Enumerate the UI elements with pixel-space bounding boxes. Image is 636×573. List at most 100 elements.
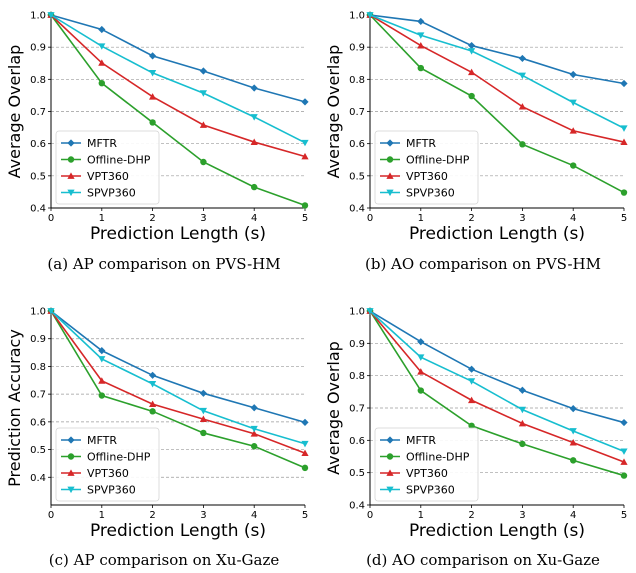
y-tick-label: 0.4 [349,204,365,215]
data-point [149,52,157,60]
legend-label: MFTR [87,137,117,150]
data-point [468,92,475,100]
data-point [250,425,258,433]
series-line-vpt360 [369,310,625,463]
data-point [301,139,309,147]
y-tick-label: 0.5 [349,468,365,479]
y-tick-label: 1.0 [349,11,365,22]
legend-marker [386,436,394,444]
y-tick-label: 0.5 [30,445,46,456]
data-point [47,12,55,19]
data-point [417,41,425,49]
data-point [98,356,106,363]
legend-marker [67,189,75,197]
data-point [417,17,425,26]
y-tick-label: 0.7 [349,404,365,415]
data-point [518,72,526,80]
data-point [301,98,309,106]
data-point [98,79,106,87]
y-tick-label: 0.7 [30,390,46,401]
y-tick-label: 0.5 [30,171,46,182]
data-point [468,422,475,429]
y-tick-label: 0.9 [349,43,365,54]
data-point [301,464,309,472]
data-point [149,381,157,388]
data-point [417,64,424,72]
y-tick-label: 0.4 [30,473,46,484]
x-tick-label: 1 [418,510,424,521]
data-point [250,114,258,121]
legend-marker [67,172,75,179]
x-tick-label: 4 [570,213,576,224]
y-tick-label: 1.0 [349,307,365,318]
data-point [301,152,309,160]
data-point [98,43,106,50]
legend-marker [67,436,75,444]
subfigure-caption: (c) AP comparison on Xu-Gaze [49,551,280,569]
y-tick-label: 0.6 [30,139,46,150]
x-tick-label: 4 [251,510,257,521]
x-tick-label: 5 [302,510,308,521]
y-tick-label: 0.9 [349,339,365,350]
y-axis-label: Average Overlap [324,341,343,475]
data-point [519,141,526,148]
x-tick-label: 2 [149,213,155,224]
chart-panel-2: 0.4 0.5 0.6 0.7 0.8 0.9 1.0 0 1 2 3 4 5 Prediction Le… [324,11,628,273]
series-line-offline-dhp [369,14,625,194]
legend-marker [386,486,394,494]
x-tick-label: 5 [621,213,627,224]
x-tick-label: 4 [251,213,257,224]
y-tick-label: 0.8 [30,75,46,86]
data-point [620,458,628,465]
data-point [366,308,374,315]
data-point [569,70,577,79]
legend-label: VPT360 [87,170,129,183]
legend-label: MFTR [406,137,436,150]
data-point [199,121,207,128]
x-tick-label: 0 [367,510,373,521]
legend-marker [67,139,75,147]
data-point [149,119,156,126]
data-point [620,138,628,145]
chart-panel-4: 0.4 0.5 0.6 0.7 0.8 0.9 1.0 0 1 2 3 4 5 Prediction Le… [324,307,628,569]
series-line-spvp360 [50,14,306,144]
series-line-spvp360 [369,14,625,129]
data-point [199,90,207,97]
data-point [98,25,106,34]
data-point [200,429,207,437]
legend-marker [386,469,394,476]
data-point [98,392,106,399]
legend-label: Offline-DHP [87,154,151,167]
legend [55,130,160,205]
series-line-vpt360 [369,14,625,143]
data-point [620,472,628,479]
data-point [570,162,577,169]
legend-label: VPT360 [406,467,448,480]
x-tick-label: 3 [200,510,206,521]
data-point [98,377,106,384]
series-line-mftr [369,310,625,424]
x-tick-label: 0 [48,510,54,521]
data-point [250,138,258,145]
y-axis-label: Average Overlap [5,45,24,179]
x-axis-label: Prediction Length (s) [90,521,266,541]
x-tick-label: 1 [99,510,105,521]
legend [374,427,479,502]
data-point [518,54,526,63]
y-tick-label: 0.6 [349,436,365,447]
data-point [620,418,628,427]
series-line-mftr [50,14,306,103]
legend [55,427,160,502]
legend-label: SPVP360 [406,484,455,497]
legend-marker [386,156,394,163]
legend-marker [386,172,394,179]
data-point [251,183,258,191]
x-tick-label: 1 [418,213,424,224]
legend-label: Offline-DHP [406,154,470,167]
data-point [468,378,476,385]
x-tick-label: 2 [468,510,474,521]
data-point [468,68,476,76]
x-tick-label: 0 [48,213,54,224]
y-tick-label: 0.8 [349,371,365,382]
